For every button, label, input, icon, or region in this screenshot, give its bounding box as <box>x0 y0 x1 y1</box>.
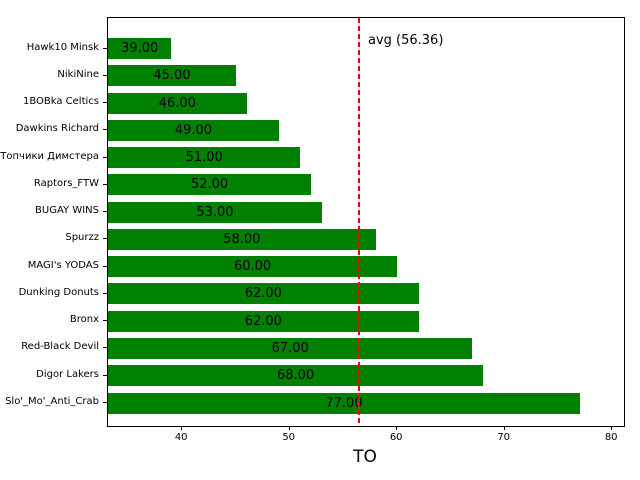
y-tick-label: Топчики Димстера <box>0 150 99 162</box>
bar-value-label: 58.00 <box>223 231 261 247</box>
y-tick-mark <box>103 102 107 104</box>
bar: 51.00 <box>108 147 301 169</box>
bar-value-label: 62.00 <box>244 286 282 302</box>
bar: 77.00 <box>108 392 580 414</box>
x-tick-mark <box>288 426 290 430</box>
y-tick-label: Digor Lakers <box>36 368 99 380</box>
y-tick-mark <box>103 47 107 49</box>
y-tick-label: Red-Black Devil <box>21 341 99 353</box>
x-tick-label: 50 <box>282 432 296 443</box>
y-tick-label: Dunking Donuts <box>18 286 99 298</box>
avg-vertical-line <box>358 18 360 426</box>
avg-line-label: avg (56.36) <box>368 33 444 48</box>
bar: 46.00 <box>108 92 247 114</box>
bar: 52.00 <box>108 174 312 196</box>
y-tick-mark <box>103 347 107 349</box>
y-tick-mark <box>103 129 107 131</box>
y-tick-label: Raptors_FTW <box>33 177 99 189</box>
bar: 60.00 <box>108 256 398 278</box>
y-tick-label: Bronx <box>69 314 99 326</box>
x-tick-mark <box>611 426 613 430</box>
bar: 58.00 <box>108 228 376 250</box>
y-tick-mark <box>103 74 107 76</box>
y-tick-mark <box>103 265 107 267</box>
y-tick-label: Slo'_Mo'_Anti_Crab <box>5 396 99 407</box>
bar-value-label: 60.00 <box>233 259 272 275</box>
bar: 68.00 <box>108 365 484 387</box>
y-tick-mark <box>103 402 107 403</box>
y-tick-label: BUGAY WINS <box>35 205 99 217</box>
bar: 62.00 <box>108 310 419 332</box>
y-tick-label: Dawkins Richard <box>15 123 99 135</box>
bar: 62.00 <box>108 283 419 305</box>
bar-value-label: 39.00 <box>121 41 159 56</box>
y-tick-mark <box>103 211 107 213</box>
y-tick-mark <box>103 320 107 322</box>
y-tick-label: Hawk10 Minsk <box>26 41 99 53</box>
x-tick-mark <box>396 426 398 430</box>
bar-value-label: 53.00 <box>196 204 234 220</box>
x-tick-label: 40 <box>174 432 188 443</box>
y-tick-mark <box>103 292 107 294</box>
plot-area: avg (56.36) 39.00 45.00 46.00 49.00 51.00 52.… <box>107 17 625 427</box>
y-tick-label: Spurzz <box>65 232 99 244</box>
bar-value-label: 45.00 <box>153 68 191 84</box>
bar: 49.00 <box>108 119 279 141</box>
bar: 45.00 <box>108 65 236 87</box>
bar-value-label: 46.00 <box>158 95 196 111</box>
x-tick-label: 60 <box>389 432 403 443</box>
bar-value-label: 77.00 <box>325 395 363 411</box>
bar-value-label: 51.00 <box>185 150 223 166</box>
x-axis-title: TO <box>353 447 377 467</box>
y-tick-label: NikiNine <box>57 68 99 80</box>
y-tick-mark <box>103 374 107 376</box>
bar-value-label: 62.00 <box>244 313 282 329</box>
y-tick-mark <box>103 156 107 158</box>
y-tick-label: 1BOBka Celtics <box>22 96 99 108</box>
bar: 67.00 <box>108 337 473 359</box>
y-tick-mark <box>103 183 107 185</box>
bar-value-label: 68.00 <box>276 368 315 384</box>
bar-value-label: 49.00 <box>174 122 213 138</box>
bar-value-label: 67.00 <box>271 340 309 356</box>
bar: 53.00 <box>108 201 322 223</box>
x-tick-mark <box>181 426 183 430</box>
x-tick-label: 70 <box>497 432 511 443</box>
x-tick-label: 80 <box>604 432 618 443</box>
bar-value-label: 52.00 <box>190 177 229 193</box>
y-tick-label: MAGI's YODAS <box>27 259 99 271</box>
y-tick-mark <box>103 238 107 240</box>
x-tick-mark <box>503 426 505 430</box>
bar: 39.00 <box>108 38 172 59</box>
